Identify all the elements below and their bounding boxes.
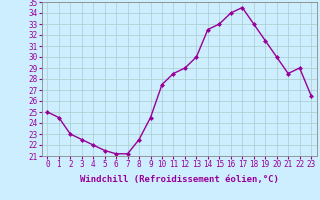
X-axis label: Windchill (Refroidissement éolien,°C): Windchill (Refroidissement éolien,°C): [80, 175, 279, 184]
